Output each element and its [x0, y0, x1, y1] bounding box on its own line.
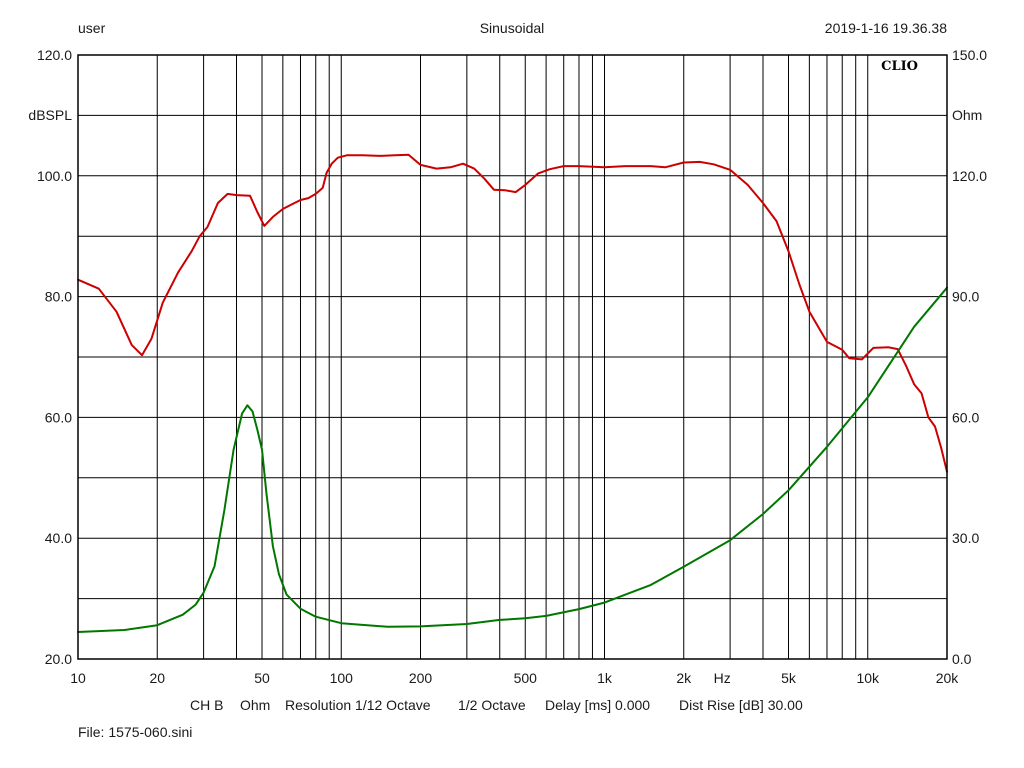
x-tick-label: 200 [409, 670, 433, 686]
header-user: user [78, 20, 106, 36]
footer-dist-rise: Dist Rise [dB] 30.00 [679, 697, 803, 713]
y-left-tick-label: 80.0 [45, 289, 72, 305]
impedance-series-line [77, 286, 948, 633]
x-tick-label: 50 [254, 670, 270, 686]
y-right-tick-label: 0.0 [952, 651, 972, 667]
chart-grid [77, 54, 948, 660]
plot-frame [77, 54, 948, 660]
spl-series-line [77, 153, 948, 473]
y-right-tick-labels: 0.0 30.0 60.0 90.0 120.0 150.0 [952, 47, 987, 667]
x-tick-label: 1k [597, 670, 613, 686]
footer-units: Ohm [240, 697, 270, 713]
chart-series [77, 153, 948, 633]
y-right-tick-label: 150.0 [952, 47, 987, 63]
footer-resolution: Resolution 1/12 Octave [285, 697, 431, 713]
x-tick-label: 10k [856, 670, 880, 686]
footer-channel: CH B [190, 697, 223, 713]
x-tick-labels: 10 20 50 100 200 500 1k 2k 5k 10k 20k [70, 670, 959, 686]
x-tick-label: 10 [70, 670, 86, 686]
y-left-axis-label: dBSPL [28, 107, 72, 123]
y-right-tick-label: 90.0 [952, 289, 979, 305]
y-left-tick-label: 60.0 [45, 409, 72, 425]
x-tick-label: 5k [781, 670, 797, 686]
y-left-tick-labels: 20.0 40.0 60.0 80.0 100.0 120.0 [37, 47, 72, 667]
footer-file: File: 1575-060.sini [78, 724, 192, 740]
footer-smoothing: 1/2 Octave [458, 697, 526, 713]
x-tick-label: 500 [514, 670, 538, 686]
footer-delay: Delay [ms] 0.000 [545, 697, 650, 713]
x-tick-label: 20 [149, 670, 165, 686]
x-tick-label: 100 [330, 670, 354, 686]
header-timestamp: 2019-1-16 19.36.38 [825, 20, 947, 36]
x-axis-unit-label: Hz [714, 670, 731, 686]
y-left-tick-label: 40.0 [45, 530, 72, 546]
x-tick-label: 2k [676, 670, 692, 686]
y-left-tick-label: 100.0 [37, 168, 72, 184]
header-mode: Sinusoidal [480, 20, 545, 36]
y-right-axis-label: Ohm [952, 107, 982, 123]
y-right-tick-label: 120.0 [952, 168, 987, 184]
y-right-tick-label: 60.0 [952, 409, 979, 425]
y-right-tick-label: 30.0 [952, 530, 979, 546]
x-tick-label: 20k [936, 670, 960, 686]
clio-brand-label: CLIO [881, 59, 918, 74]
y-left-tick-label: 120.0 [37, 47, 72, 63]
y-left-tick-label: 20.0 [45, 651, 72, 667]
